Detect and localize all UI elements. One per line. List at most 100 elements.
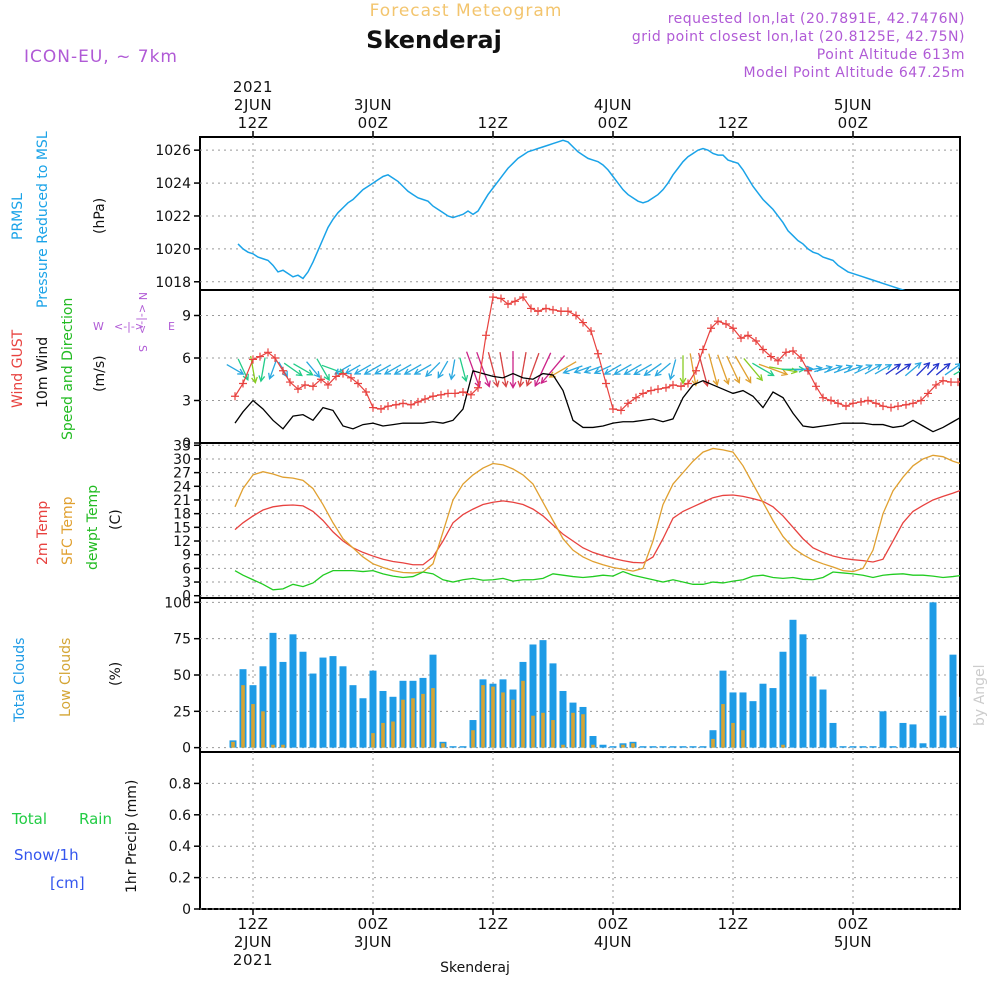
compass-s: S bbox=[136, 345, 149, 352]
wind-arrow bbox=[689, 353, 699, 387]
wind-gust-point bbox=[511, 297, 519, 306]
wind-arrow-head bbox=[484, 380, 491, 388]
time-tick-label: 00Z bbox=[598, 114, 629, 132]
wind-gust-point bbox=[684, 379, 692, 388]
low-cloud-bar bbox=[591, 744, 595, 748]
wind-gust-point bbox=[917, 396, 925, 405]
total-cloud-bar bbox=[299, 651, 307, 748]
wind-arrow-head bbox=[756, 374, 764, 382]
total-cloud-bar bbox=[779, 651, 787, 748]
requested-coords: requested lon,lat (20.7891E, 42.7476N) bbox=[668, 11, 965, 27]
snow-label: Snow/1h bbox=[14, 846, 79, 864]
wind-arrow-shaft bbox=[885, 363, 901, 375]
wind-arrow-shaft bbox=[926, 363, 940, 376]
total-cloud-bar bbox=[879, 711, 887, 748]
wind-gust-point bbox=[894, 402, 902, 411]
wind-arrow bbox=[916, 362, 931, 377]
low-cloud-bar bbox=[531, 715, 535, 748]
wind-arrow-head bbox=[306, 369, 314, 376]
wind-gust-point bbox=[384, 402, 392, 411]
wind-arrow bbox=[995, 366, 1000, 372]
total-cloud-bar bbox=[369, 670, 377, 748]
wind-arrow-shaft bbox=[519, 351, 527, 387]
wind-gust-point bbox=[849, 399, 857, 408]
wind-gust-point bbox=[474, 383, 482, 392]
wind-arrow-shaft bbox=[334, 364, 352, 375]
wind-gust-point bbox=[947, 378, 955, 387]
wind-arrow bbox=[824, 364, 843, 374]
wind-arrow bbox=[383, 364, 402, 375]
low-cloud-bar bbox=[781, 744, 785, 748]
total-cloud-bar bbox=[839, 746, 847, 748]
wind-arrow-shaft bbox=[624, 363, 642, 375]
wind-arrow-shaft bbox=[563, 365, 583, 374]
wind-arrow-head bbox=[562, 367, 570, 375]
y-tick-label: 75 bbox=[173, 632, 191, 648]
low-cloud-bar bbox=[561, 744, 565, 748]
wind-gust-point bbox=[279, 366, 287, 375]
y-tick-label: 100 bbox=[164, 595, 191, 611]
wind-arrow-shaft bbox=[752, 362, 774, 377]
wind-arrow bbox=[904, 362, 922, 377]
top-title: Forecast Meteogram bbox=[370, 1, 563, 21]
wind-arrow-shaft bbox=[354, 364, 372, 375]
wind-arrow bbox=[964, 365, 983, 373]
total-cloud-bar bbox=[349, 685, 357, 748]
model-label: ICON-EU, ~ 7km bbox=[24, 47, 178, 67]
wind-arrow-shaft bbox=[321, 364, 345, 374]
wind-arrow-shaft bbox=[814, 366, 832, 373]
wind-arrow bbox=[679, 355, 687, 385]
wind-arrow-head bbox=[509, 382, 517, 389]
cm-label: [cm] bbox=[50, 874, 85, 892]
wind-arrow bbox=[843, 364, 864, 374]
wind-arrow bbox=[752, 362, 775, 377]
prmsl-label: PRMSL bbox=[10, 193, 26, 240]
pressure-labels: PRMSL Pressure Reduced to MSL (hPa) bbox=[10, 131, 108, 308]
wind-arrow-head bbox=[517, 380, 525, 388]
low-cloud-bar bbox=[491, 686, 495, 748]
total-cloud-bar bbox=[549, 663, 557, 748]
wind-gust-point bbox=[714, 317, 722, 326]
wind-gust-point bbox=[377, 405, 385, 413]
wind-gust-point bbox=[347, 373, 355, 382]
wind-gust-point bbox=[887, 403, 895, 412]
wind-arrow bbox=[437, 360, 449, 379]
y-tick-label: 9 bbox=[182, 548, 191, 564]
wind-gust-point bbox=[324, 380, 332, 389]
time-tick-label: 00Z bbox=[598, 915, 629, 933]
cloud-series bbox=[229, 602, 960, 748]
total-cloud-bar bbox=[919, 743, 927, 748]
wind-arrow-shaft bbox=[226, 364, 244, 375]
wind-arrow bbox=[654, 362, 671, 377]
wind-arrow-shaft bbox=[465, 351, 481, 388]
wind-gust-point bbox=[497, 294, 505, 303]
wind-arrow-shaft bbox=[450, 359, 456, 380]
wind-gust-point bbox=[797, 354, 805, 362]
wind-arrow-shaft bbox=[604, 364, 622, 375]
wind-arrow bbox=[293, 363, 314, 376]
compass-n: N bbox=[136, 292, 149, 300]
dewpt-line bbox=[234, 569, 960, 591]
wind-arrow bbox=[864, 364, 883, 375]
wind-arrow-head bbox=[996, 366, 1000, 372]
wind-gust-point bbox=[827, 396, 835, 405]
wind-gust-point bbox=[392, 400, 400, 409]
wind-arrow-head bbox=[353, 368, 362, 375]
y-tick-label: 30 bbox=[173, 452, 191, 468]
y-tick-label: 0.6 bbox=[169, 808, 191, 824]
total-cloud-bar bbox=[749, 701, 757, 748]
wind-arrow-shaft bbox=[833, 365, 853, 374]
total-clouds-label: Total Clouds bbox=[12, 638, 28, 723]
total-cloud-bar bbox=[359, 698, 367, 748]
wind-gust-point bbox=[231, 392, 239, 401]
wind-gust-point bbox=[857, 397, 865, 406]
wind-gust-point bbox=[669, 380, 677, 389]
low-cloud-bar bbox=[711, 738, 715, 748]
wind-gust-point bbox=[301, 380, 309, 389]
wind-arrow-head bbox=[323, 373, 330, 382]
wind-arrow bbox=[885, 363, 902, 375]
wind-gust-point bbox=[527, 304, 535, 313]
wind-arrow-shaft bbox=[374, 364, 392, 375]
total-cloud-bar bbox=[869, 746, 877, 748]
wind-gust-point bbox=[451, 389, 459, 398]
